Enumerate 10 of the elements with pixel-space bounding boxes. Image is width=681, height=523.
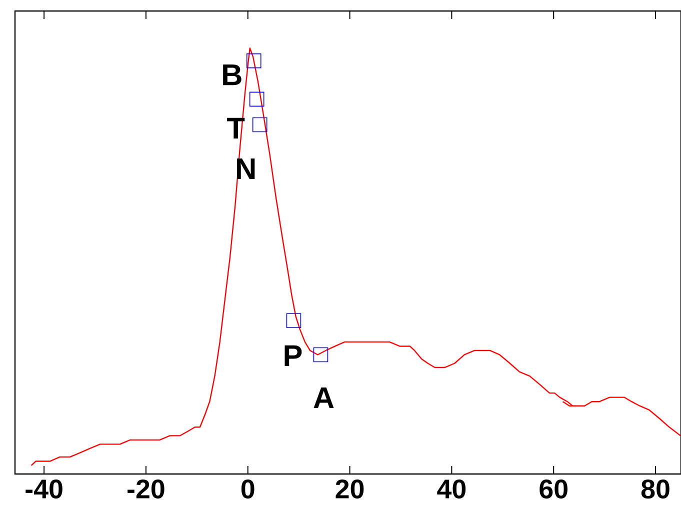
x-tick-label: 40 [437, 480, 466, 499]
x-tick-label: 80 [641, 480, 670, 499]
annotation: A [314, 387, 334, 408]
annotation: P [284, 345, 302, 366]
x-tick-label: -40 [26, 480, 62, 499]
x-tick-label: -20 [128, 480, 164, 499]
x-tick-label: 60 [540, 480, 568, 499]
x-tick-label: 0 [241, 480, 254, 499]
annotation: B [223, 64, 242, 86]
x-tick-label: 20 [336, 480, 364, 499]
